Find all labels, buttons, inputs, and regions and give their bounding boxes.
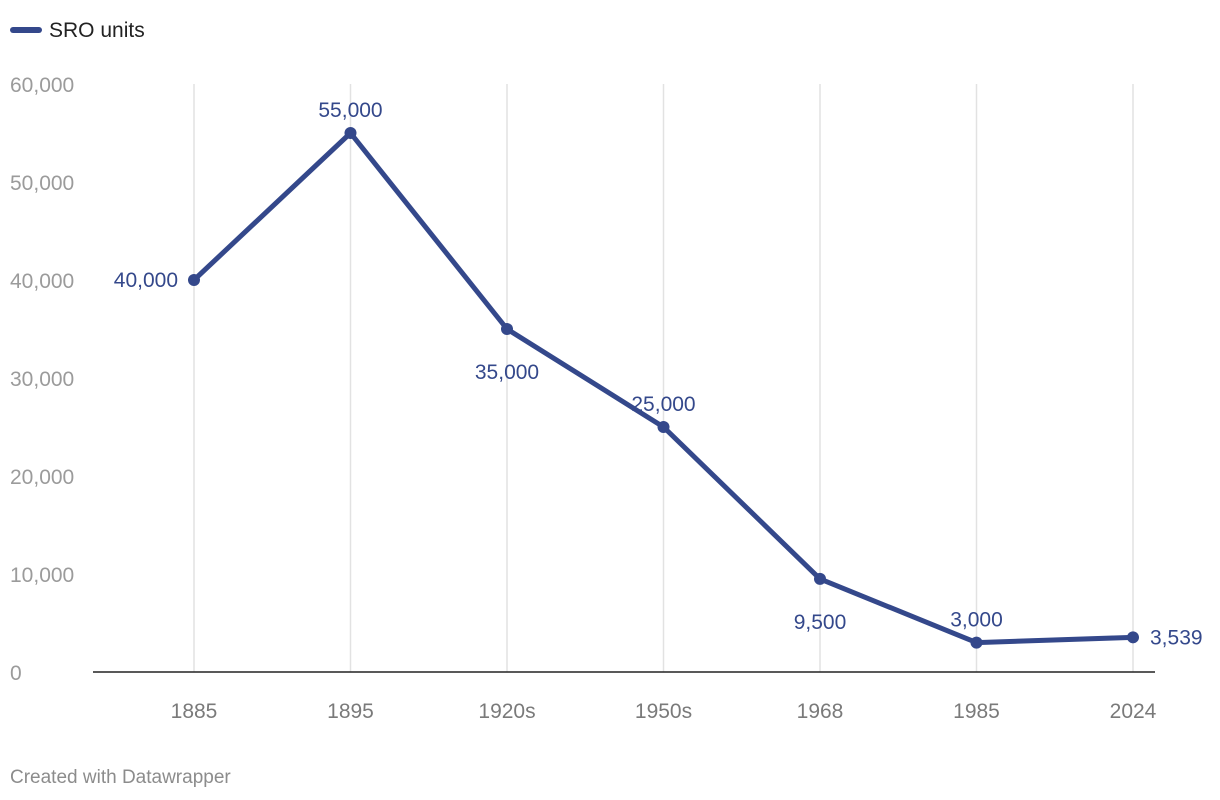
x-tick-label-1885: 1885: [171, 700, 218, 723]
y-tick-label-60000: 60,000: [10, 74, 74, 97]
data-point-1985: [970, 636, 983, 649]
x-axis: 1885 1895 1920s 1950s 1968 1985 2024: [171, 700, 1157, 723]
y-tick-label-0: 0: [10, 662, 22, 685]
x-tick-label-2024: 2024: [1110, 700, 1157, 723]
legend-swatch: [10, 27, 42, 33]
x-tick-label-1950s: 1950s: [635, 700, 692, 723]
data-label-2024: 3,539: [1150, 626, 1203, 649]
legend: SRO units: [10, 19, 145, 42]
y-tick-label-30000: 30,000: [10, 368, 74, 391]
x-tick-label-1968: 1968: [797, 700, 844, 723]
y-tick-label-20000: 20,000: [10, 466, 74, 489]
y-tick-label-40000: 40,000: [10, 270, 74, 293]
y-axis: 0 10,000 20,000 30,000 40,000 50,000 60,000: [10, 74, 74, 685]
series-sro-units: [188, 127, 1139, 649]
data-point-1895: [344, 127, 357, 139]
data-labels: 40,000 55,000 35,000 25,000 9,500 3,000 3,539: [114, 99, 1203, 649]
data-label-1985: 3,000: [950, 609, 1003, 632]
data-label-1895: 55,000: [318, 99, 382, 122]
x-tick-label-1920s: 1920s: [478, 700, 535, 723]
data-point-1950s: [657, 421, 670, 433]
data-point-2024: [1127, 631, 1139, 644]
x-tick-label-1895: 1895: [327, 700, 374, 723]
credit-text: Created with Datawrapper: [10, 767, 231, 788]
data-label-1885: 40,000: [114, 269, 178, 292]
legend-label: SRO units: [49, 19, 145, 42]
grid: [193, 84, 1134, 672]
data-point-1920s: [501, 323, 513, 335]
x-tick-label-1985: 1985: [953, 700, 1000, 723]
data-point-1885: [188, 274, 200, 286]
data-label-1950s: 25,000: [631, 393, 695, 416]
y-tick-label-50000: 50,000: [10, 172, 74, 195]
data-label-1920s: 35,000: [475, 361, 539, 384]
data-point-1968: [814, 572, 826, 585]
y-tick-label-10000: 10,000: [10, 564, 74, 587]
data-label-1968: 9,500: [794, 611, 847, 634]
